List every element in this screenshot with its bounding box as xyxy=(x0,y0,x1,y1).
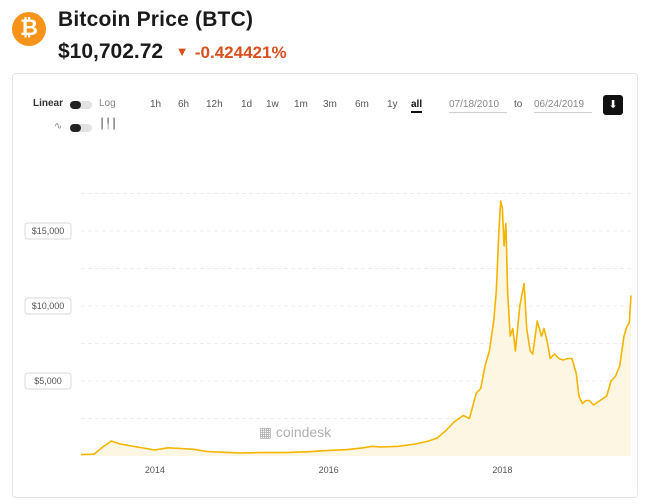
x-tick-label: 2016 xyxy=(319,465,339,475)
date-to-input[interactable] xyxy=(534,97,592,113)
range-1y[interactable]: 1y xyxy=(387,99,398,110)
range-3m[interactable]: 3m xyxy=(323,99,337,110)
x-tick-label: 2014 xyxy=(145,465,165,475)
y-tick-box xyxy=(24,297,72,315)
range-6m[interactable]: 6m xyxy=(355,99,369,110)
range-all[interactable]: all xyxy=(411,99,423,113)
range-6h[interactable]: 6h xyxy=(178,99,190,110)
range-1m[interactable]: 1m xyxy=(294,99,308,110)
date-to-label: to xyxy=(514,99,523,110)
watermark-label: ▦ coindesk xyxy=(259,424,332,440)
date-from-input[interactable] xyxy=(449,97,507,113)
y-tick-label: $10,000 xyxy=(32,301,65,311)
price-row: $10,702.72 ▼ -0.424421% xyxy=(58,40,287,64)
y-tick-box xyxy=(24,372,72,390)
scale-log-label[interactable]: Log xyxy=(99,98,116,109)
x-tick-label: 2018 xyxy=(492,465,512,475)
candlestick-icon[interactable]: ┃╿┃ xyxy=(99,119,118,130)
chart-card: Linear Log ∿ ┃╿┃ 1h 6h 12h 1d 1w 1m 3m 6… xyxy=(12,73,638,498)
price-series-line xyxy=(80,200,632,456)
download-button[interactable]: ⬇ xyxy=(603,95,623,115)
y-tick-label: $5,000 xyxy=(34,376,62,386)
range-1w[interactable]: 1w xyxy=(266,99,279,110)
range-12h[interactable]: 12h xyxy=(206,99,223,110)
chart-toolbar: Linear Log ∿ ┃╿┃ 1h 6h 12h 1d 1w 1m 3m 6… xyxy=(13,74,637,134)
current-price: $10,702.72 xyxy=(58,40,164,63)
chart-type-toggle[interactable] xyxy=(70,124,92,132)
price-area-fill xyxy=(81,201,631,456)
download-icon: ⬇ xyxy=(608,98,618,111)
down-arrow-icon: ▼ xyxy=(175,44,189,59)
line-chart-icon[interactable]: ∿ xyxy=(54,121,63,132)
bitcoin-logo-icon: ₿ xyxy=(12,12,46,46)
y-tick-box xyxy=(24,222,72,240)
price-chart[interactable]: ▦ coindesk $5,000 $10,000 $15,000 2014 2016 20… xyxy=(13,74,637,497)
header: ₿ Bitcoin Price (BTC) $10,702.72 ▼ -0.42… xyxy=(12,8,632,72)
y-tick-label: $15,000 xyxy=(32,226,65,236)
scale-toggle[interactable] xyxy=(70,101,92,109)
price-change-percent: -0.424421% xyxy=(194,43,287,62)
scale-linear-label[interactable]: Linear xyxy=(33,98,64,109)
range-1h[interactable]: 1h xyxy=(150,99,162,110)
page-title: Bitcoin Price (BTC) xyxy=(58,8,254,31)
range-1d[interactable]: 1d xyxy=(241,99,253,110)
